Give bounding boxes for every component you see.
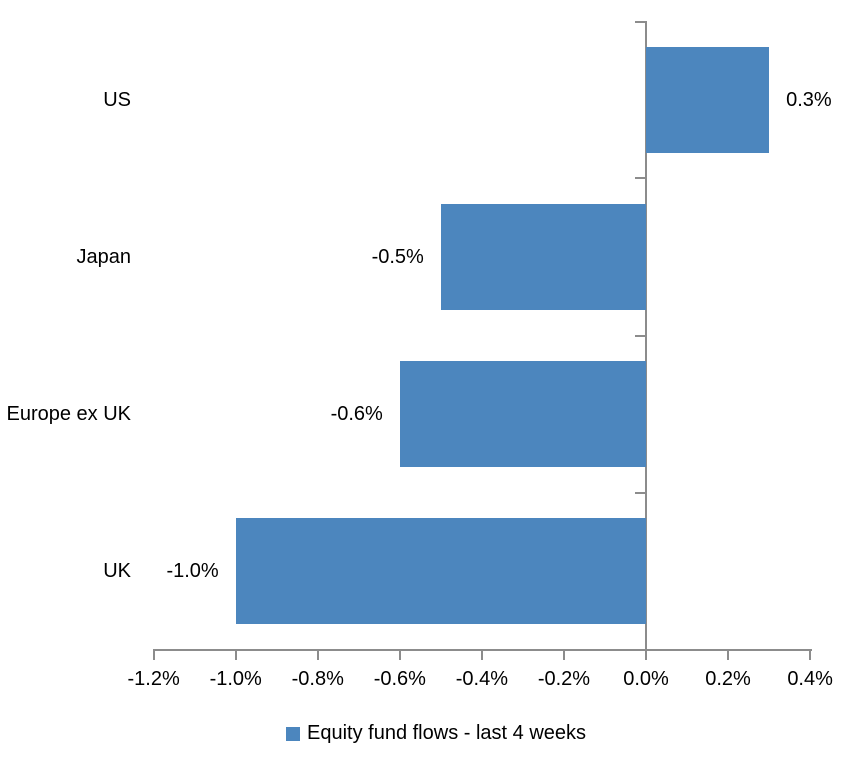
x-axis-tick	[152, 649, 155, 660]
bar-us	[646, 46, 770, 153]
y-axis-line	[645, 21, 647, 651]
legend-swatch-icon	[286, 726, 300, 741]
category-label-uk: UK	[103, 560, 131, 583]
x-axis-tick-label: -0.4%	[455, 668, 508, 690]
category-label-japan: Japan	[76, 245, 132, 268]
x-axis-tick-label: 0.0%	[623, 668, 669, 690]
x-axis-tick-label: -0.6%	[373, 668, 426, 690]
category-label-europe-ex-uk: Europe ex UK	[6, 403, 131, 426]
x-axis-tick	[645, 649, 647, 660]
x-axis-tick-label: -1.2%	[127, 668, 180, 690]
x-axis-tick	[562, 649, 565, 660]
legend: Equity fund flows - last 4 weeks	[286, 720, 586, 747]
data-label-us: 0.3%	[786, 88, 832, 111]
x-axis-tick-label: 0.2%	[705, 668, 751, 690]
category-label-us: US	[103, 88, 131, 111]
x-axis-tick-label: -1.0%	[209, 668, 262, 690]
x-axis-tick	[727, 649, 730, 660]
y-axis-tick	[635, 21, 645, 23]
y-axis-tick	[635, 334, 645, 337]
x-axis-tick	[316, 649, 319, 660]
legend-label: Equity fund flows - last 4 weeks	[307, 722, 587, 744]
data-label-japan: -0.5%	[371, 245, 424, 268]
x-axis-tick	[234, 649, 237, 660]
bar-europe-ex-uk	[399, 361, 646, 468]
bar-uk	[235, 518, 646, 625]
y-axis-tick	[635, 491, 645, 494]
x-axis-tick	[480, 649, 483, 660]
x-axis-tick	[809, 649, 812, 660]
bar-japan	[440, 203, 646, 310]
data-label-uk: -1.0%	[166, 560, 219, 583]
x-axis-tick-label: -0.2%	[537, 668, 591, 690]
x-axis-tick	[398, 649, 401, 660]
x-axis-tick-label: 0.4%	[787, 668, 833, 690]
x-axis-tick-label: -0.8%	[291, 668, 344, 690]
data-label-europe-ex-uk: -0.6%	[330, 403, 383, 426]
y-axis-tick	[635, 177, 645, 180]
